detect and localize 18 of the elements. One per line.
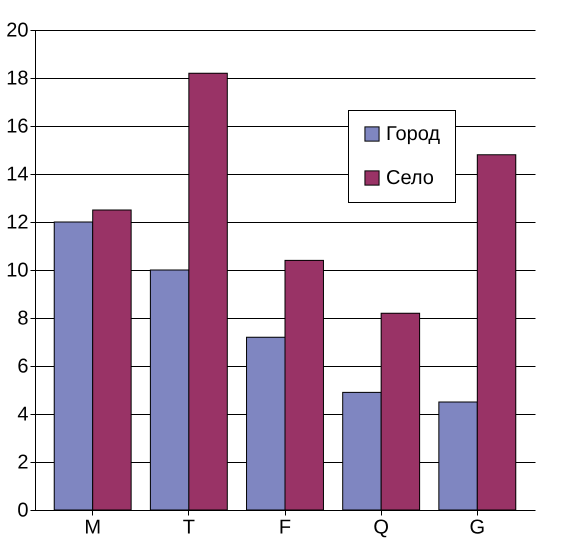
y-tick-label: 10 xyxy=(6,260,28,282)
x-tick-label: Q xyxy=(373,516,389,538)
y-tick-label: 6 xyxy=(17,356,28,378)
legend-label: Город xyxy=(386,123,440,145)
y-tick-label: 4 xyxy=(17,404,28,426)
y-tick-label: 2 xyxy=(17,452,28,474)
y-tick-label: 16 xyxy=(6,116,28,138)
x-tick-label: F xyxy=(278,516,292,538)
legend-label: Село xyxy=(386,167,434,189)
x-tick-label: T xyxy=(182,516,195,538)
y-tick-label: 14 xyxy=(6,164,28,186)
y-tick-label: 12 xyxy=(6,212,28,234)
y-tick-label: 8 xyxy=(17,308,28,330)
y-tick-label: 20 xyxy=(6,20,28,42)
y-tick-label: 18 xyxy=(6,68,28,90)
x-tick-label: M xyxy=(84,516,102,538)
x-tick-label: G xyxy=(470,516,486,538)
y-tick-label: 0 xyxy=(17,500,28,522)
